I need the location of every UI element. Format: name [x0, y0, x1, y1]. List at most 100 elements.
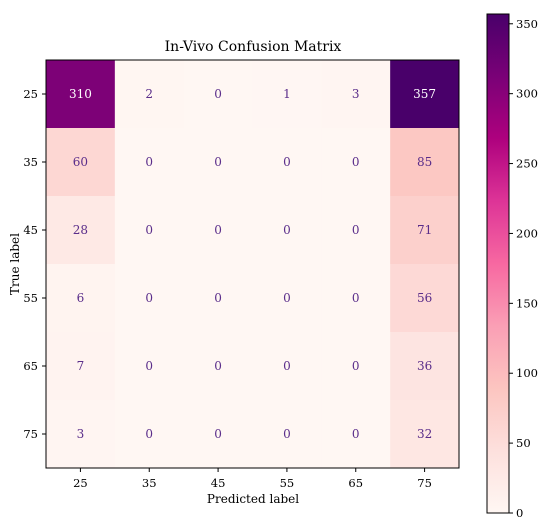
- cell-value-label: 2: [145, 87, 153, 101]
- heatmap-cell: [183, 128, 253, 197]
- cell-value-label: 0: [145, 155, 153, 169]
- cell-value-label: 71: [417, 223, 432, 237]
- x-tick-label: 45: [211, 476, 226, 490]
- colorbar-gradient: [486, 13, 510, 514]
- cell-value-label: 0: [352, 223, 360, 237]
- heatmap-cell: [252, 332, 322, 401]
- cell-value-label: 0: [214, 223, 222, 237]
- heatmap-cell: [252, 128, 322, 197]
- plot-frame: [45, 59, 460, 469]
- cell-value-label: 0: [352, 155, 360, 169]
- colorbar-tick-label: 150: [516, 296, 538, 310]
- cell-value-label: 0: [214, 155, 222, 169]
- heatmap-cell: [114, 128, 185, 197]
- colorbar: 0 50 100 150 200 250 300 350: [486, 13, 538, 520]
- cell-value-label: 60: [73, 155, 88, 169]
- cell-value-label: 0: [214, 87, 222, 101]
- heatmap-cell: [183, 60, 253, 129]
- heatmap-cell: [114, 60, 185, 129]
- cell-value-label: 7: [77, 359, 85, 373]
- cell-value-label: 0: [214, 291, 222, 305]
- heatmap-cell: [114, 196, 185, 265]
- x-axis: 25 35 45 55 65 75: [73, 468, 432, 490]
- heatmap-cell: [390, 128, 460, 197]
- heatmap-cells: [46, 60, 460, 469]
- heatmap-cell: [46, 128, 116, 197]
- cell-value-label: 32: [417, 427, 432, 441]
- x-axis-label: Predicted label: [207, 492, 299, 506]
- heatmap-cell: [114, 400, 185, 469]
- cell-value-label: 0: [352, 291, 360, 305]
- colorbar-tick-label: 350: [516, 17, 538, 31]
- heatmap-cell: [321, 400, 391, 469]
- heatmap-cell: [390, 196, 460, 265]
- colorbar-tick-label: 300: [516, 87, 538, 101]
- heatmap-cell: [252, 60, 322, 129]
- heatmap-cell: [46, 60, 116, 129]
- colorbar-tick-label: 50: [516, 436, 531, 450]
- cell-value-label: 357: [413, 87, 436, 101]
- cell-value-label: 3: [352, 87, 360, 101]
- y-tick-label: 35: [23, 155, 38, 169]
- cell-value-label: 0: [283, 155, 291, 169]
- cell-value-label: 56: [417, 291, 432, 305]
- colorbar-tick-label: 250: [516, 157, 538, 171]
- y-tick-label: 75: [23, 427, 38, 441]
- x-tick-label: 35: [142, 476, 157, 490]
- cell-value-label: 0: [283, 427, 291, 441]
- colorbar-tick-label: 200: [516, 226, 538, 240]
- heatmap-cell: [46, 332, 116, 401]
- cell-value-label: 0: [214, 359, 222, 373]
- y-tick-label: 45: [23, 223, 38, 237]
- x-tick-label: 75: [417, 476, 432, 490]
- cell-value-label: 6: [77, 291, 85, 305]
- cell-value-label: 3: [77, 427, 85, 441]
- y-tick-label: 65: [23, 359, 38, 373]
- heatmap-cell: [114, 264, 185, 333]
- cell-value-label: 85: [417, 155, 432, 169]
- heatmap-cell: [183, 264, 253, 333]
- heatmap-cell: [46, 196, 116, 265]
- cell-value-label: 0: [283, 223, 291, 237]
- heatmap-cell: [46, 400, 116, 469]
- heatmap-cell: [252, 400, 322, 469]
- x-tick-label: 65: [348, 476, 363, 490]
- cell-value-label: 1: [283, 87, 291, 101]
- chart-title: In-Vivo Confusion Matrix: [165, 39, 342, 55]
- heatmap-cell: [321, 332, 391, 401]
- heatmap-cell: [390, 264, 460, 333]
- heatmap-cell: [183, 196, 253, 265]
- heatmap-cell: [46, 264, 116, 333]
- cell-value-label: 28: [73, 223, 88, 237]
- heatmap-cell: [252, 196, 322, 265]
- y-tick-label: 55: [23, 291, 38, 305]
- cell-value-label: 0: [145, 291, 153, 305]
- heatmap-cell: [183, 400, 253, 469]
- heatmap-cell: [390, 60, 460, 129]
- cell-value-label: 0: [145, 359, 153, 373]
- heatmap-cell: [321, 128, 391, 197]
- colorbar-tick-label: 100: [516, 366, 538, 380]
- cell-value-label: 0: [214, 427, 222, 441]
- heatmap-cell: [114, 332, 185, 401]
- x-tick-label: 55: [280, 476, 295, 490]
- heatmap-cell: [321, 264, 391, 333]
- heatmap-cell: [321, 196, 391, 265]
- cell-value-label: 0: [283, 291, 291, 305]
- x-tick-label: 25: [73, 476, 88, 490]
- cell-value-label: 0: [352, 427, 360, 441]
- y-axis: 25 35 45 55 65 75: [23, 87, 46, 441]
- colorbar-tick-label: 0: [516, 506, 523, 520]
- cell-value-label: 0: [283, 359, 291, 373]
- cell-value-label: 0: [145, 223, 153, 237]
- y-axis-label: True label: [8, 233, 22, 295]
- heatmap-cell: [390, 332, 460, 401]
- cell-value-label: 0: [145, 427, 153, 441]
- cell-value-label: 0: [352, 359, 360, 373]
- y-tick-label: 25: [23, 87, 38, 101]
- heatmap-cell: [321, 60, 391, 129]
- cell-value-label: 36: [417, 359, 432, 373]
